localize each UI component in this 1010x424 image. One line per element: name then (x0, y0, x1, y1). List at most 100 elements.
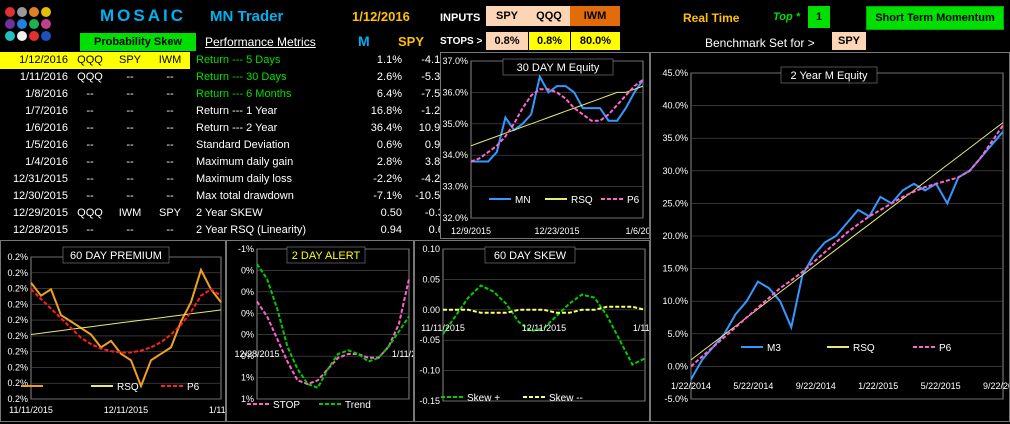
stop-iwm[interactable]: 80.0% (571, 32, 620, 50)
series-line (30, 288, 222, 354)
legend-label: Trend (345, 400, 371, 411)
row-metric: 2 Year SKEW (196, 207, 263, 219)
row-prob-2: SPY (110, 52, 150, 69)
legend-label: Skew + (467, 393, 500, 404)
top-value-input[interactable]: 1 (808, 6, 830, 28)
y-tick-label: 25.0% (662, 198, 688, 208)
chart-title-box (484, 246, 576, 264)
row-prob-1: -- (86, 173, 94, 185)
row-date: 12/30/2015 (12, 190, 68, 202)
chart-svg: 32.0% 33.0% 34.0% 35.0% 36.0% 37.0% 12/9/2015 1… (442, 56, 660, 236)
table-row[interactable]: 1/12/2016 QQQ SPY IWM Return --- 5 Days 1.1% -… (0, 52, 452, 69)
legend-label: RSQ (117, 382, 139, 393)
y-tick-label: -0.15 (419, 396, 440, 406)
series-line (471, 73, 644, 163)
row-m-value: -7.1% (373, 190, 402, 202)
table-row[interactable]: 12/30/2015 -- -- -- Max total drawdown -7.1% -… (0, 188, 452, 205)
x-tick-label: 11/11/2015 (421, 323, 465, 333)
x-tick-label: 12/11/2015 (522, 323, 566, 333)
x-tick-label: 11/11/2015 (9, 405, 53, 415)
row-metric: Return --- 1 Year (196, 105, 278, 117)
y-tick-label: 0.2% (7, 268, 28, 278)
row-date: 1/5/2016 (25, 139, 68, 151)
x-tick-label: 5/22/2014 (733, 381, 773, 391)
row-m-value: 36.4% (370, 122, 402, 134)
y-tick-label: 0.2% (7, 315, 28, 325)
legend-label: M3 (767, 343, 781, 354)
chart-title: 2 DAY ALERT (292, 250, 361, 262)
legend-label: STOP (273, 400, 300, 411)
y-tick-label: 0.2% (7, 347, 28, 357)
strategy-button[interactable]: Short Term Momentum (866, 6, 1004, 30)
row-prob-2: -- (126, 71, 134, 83)
plot-area (30, 256, 222, 400)
table-row[interactable]: 1/11/2016 QQQ -- -- Return --- 30 Days 2.6% -5… (0, 69, 452, 86)
current-date: 1/12/2016 (352, 9, 410, 24)
row-prob-3: SPY (158, 207, 181, 219)
table-row[interactable]: 1/5/2016 -- -- -- Standard Deviation 0.6% 0.9% (0, 137, 452, 154)
row-date: 1/12/2016 (0, 52, 70, 69)
y-tick-label: -1% (238, 244, 254, 254)
y-tick-label: 45.0% (662, 68, 688, 78)
row-prob-1: QQQ (77, 71, 103, 83)
benchmark-value[interactable]: SPY (832, 32, 866, 50)
input-spy[interactable]: SPY (486, 6, 528, 26)
stop-spy[interactable]: 0.8% (486, 32, 528, 50)
y-tick-label: 0.05 (422, 274, 440, 284)
y-tick-label: 0% (241, 308, 254, 318)
y-tick-label: 5.0% (667, 329, 688, 339)
row-prob-3: -- (166, 156, 174, 168)
y-tick-label: 34.0% (442, 150, 468, 160)
y-tick-label: 0% (241, 330, 254, 340)
chart-title: 60 DAY PREMIUM (70, 250, 162, 262)
y-tick-label: -5.0% (664, 394, 688, 404)
legend-label: P6 (627, 195, 640, 206)
y-tick-label: 0.2% (7, 299, 28, 309)
app-title: MN Trader (210, 8, 284, 25)
row-date: 1/4/2016 (25, 156, 68, 168)
y-tick-label: 37.0% (442, 56, 468, 66)
row-prob-2: -- (126, 122, 134, 134)
top-label: Top * (773, 11, 801, 23)
table-row[interactable]: 1/4/2016 -- -- -- Maximum daily gain 2.8% 3.8% (0, 154, 452, 171)
input-iwm[interactable]: IWM (570, 6, 620, 26)
input-qqq[interactable]: QQQ (528, 6, 570, 26)
row-m-value: 2.8% (376, 156, 402, 168)
legend-label: RSQ (571, 195, 593, 206)
row-m-value: 0.6% (376, 139, 402, 151)
table-row[interactable]: 1/8/2016 -- -- -- Return --- 6 Months 6.4% -7.… (0, 86, 452, 103)
y-tick-label: 0.2% (7, 394, 28, 404)
table-row[interactable]: 12/31/2015 -- -- -- Maximum daily loss -2.2% -… (0, 171, 452, 188)
x-tick-label: 12/23/2015 (534, 226, 579, 236)
row-m-value: 1.1% (376, 54, 402, 66)
chart-svg: -5.0% 0.0% 5.0% 10.0% 15.0% 20.0% 25.0% 30.0% 35… (662, 66, 1010, 404)
stop-qqq[interactable]: 0.8% (529, 32, 570, 50)
y-tick-label: 0.2% (7, 362, 28, 372)
m-column-header: M (358, 33, 370, 49)
row-prob-1: -- (86, 190, 94, 202)
table-row[interactable]: 12/29/2015 QQQ IWM SPY 2 Year SKEW 0.50 -0.33 (0, 205, 452, 222)
chart-svg: 1% 1% 0% 0% 0% 0% 0% -1% 12/28/2015 1/11/201 2 DAY… (234, 244, 426, 411)
y-tick-label: 36.0% (442, 87, 468, 97)
table-row[interactable]: 12/28/2015 -- -- -- 2 Year RSQ (Linearity) 0.… (0, 222, 452, 239)
legend-label: MN (515, 195, 531, 206)
series-line (30, 267, 222, 389)
y-tick-label: 1% (241, 373, 254, 383)
row-prob-2: -- (126, 105, 134, 117)
row-metric: Standard Deviation (196, 139, 290, 151)
row-date: 1/11/2016 (19, 71, 68, 83)
chart-title-box (780, 66, 878, 84)
y-tick-label: 0.2% (7, 284, 28, 294)
row-prob-3: -- (166, 173, 174, 185)
plot-area (470, 60, 644, 219)
row-prob-3: IWM (150, 52, 190, 69)
stops-label: STOPS > (440, 36, 483, 47)
table-row[interactable]: 1/6/2016 -- -- -- Return --- 2 Year 36.4% 10.9… (0, 120, 452, 137)
y-tick-label: 10.0% (662, 296, 688, 306)
y-tick-label: 0.2% (7, 252, 28, 262)
table-row[interactable]: 1/7/2016 -- -- -- Return --- 1 Year 16.8% -1.2… (0, 103, 452, 120)
y-tick-label: 30.0% (662, 166, 688, 176)
chart-2-day-alert: 1% 1% 0% 0% 0% 0% 0% -1% 12/28/2015 1/11/201 2 DAY… (226, 240, 426, 422)
row-metric: 2 Year RSQ (Linearity) (196, 224, 307, 236)
x-tick-label: 1/11/2 (633, 323, 649, 333)
